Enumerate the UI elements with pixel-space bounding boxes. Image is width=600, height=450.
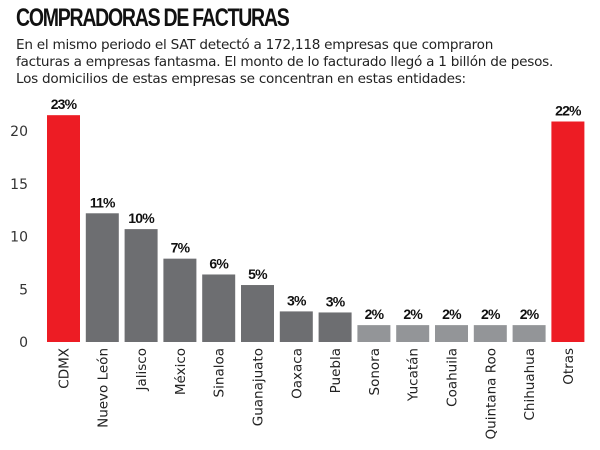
data-label: 3%: [287, 292, 307, 308]
bar: [202, 274, 236, 342]
bar: [163, 258, 197, 342]
bar: [396, 325, 430, 342]
x-tick-label: Jalisco: [134, 348, 150, 391]
x-tick-label: Sonora: [367, 348, 383, 395]
x-tick-label: México: [173, 348, 189, 395]
bar: [47, 115, 80, 342]
x-tick-label: Quintana Roo: [483, 348, 499, 439]
chart-title: COMPRADORAS DE FACTURAS: [16, 4, 290, 32]
data-label: 2%: [442, 306, 462, 322]
x-tick-label: Puebla: [328, 348, 344, 393]
x-tick-label: Chihuahua: [522, 348, 538, 421]
data-label: 10%: [128, 210, 155, 226]
data-label: 3%: [326, 293, 346, 309]
x-tick-label: Nuevo León: [95, 348, 111, 428]
subtitle-line: facturas a empresas fantasma. El monto d…: [16, 54, 554, 70]
data-label: 23%: [51, 96, 78, 112]
data-label: 2%: [403, 306, 423, 322]
x-axis: CDMX Nuevo León Jalisco México Sinaloa Guanaj…: [57, 348, 577, 439]
y-axis: 0 5 10 15 20: [10, 124, 28, 351]
chart-subtitle: En el mismo periodo el SAT detectó a 172…: [16, 37, 596, 88]
bar: [124, 229, 158, 342]
bar: [241, 285, 274, 342]
data-label: 6%: [209, 255, 229, 271]
data-label: 5%: [248, 266, 268, 282]
data-label: 11%: [90, 194, 116, 210]
bar: [357, 325, 391, 342]
bar: [435, 325, 468, 342]
bar: [551, 121, 585, 342]
subtitle-line: Los domicilios de estas empresas se conc…: [16, 71, 466, 87]
y-tick-label: 20: [10, 124, 28, 140]
data-label: 2%: [365, 306, 385, 322]
bar: [512, 325, 546, 342]
data-label: 7%: [171, 240, 191, 256]
x-tick-label: Guanajuato: [251, 348, 267, 426]
x-tick-label: Otras: [561, 348, 577, 385]
data-label: 22%: [555, 103, 582, 119]
data-labels: 23% 11% 10% 7% 6% 5% 3% 3% 2% 2% 2% 2% 2% 22%: [51, 96, 583, 322]
bar: [318, 312, 352, 342]
x-tick-label: CDMX: [57, 348, 73, 389]
data-label: 2%: [481, 306, 501, 322]
data-label: 2%: [520, 306, 540, 322]
x-tick-label: Coahuila: [445, 348, 461, 407]
bar: [85, 213, 119, 342]
subtitle-line: En el mismo periodo el SAT detectó a 172…: [16, 37, 494, 53]
x-tick-label: Sinaloa: [212, 348, 228, 397]
y-tick-label: 15: [10, 177, 28, 193]
y-tick-label: 5: [19, 282, 28, 298]
y-tick-label: 10: [10, 230, 28, 246]
y-tick-label: 0: [19, 335, 28, 351]
x-tick-label: Oaxaca: [289, 348, 305, 399]
x-tick-label: Yucatán: [406, 348, 422, 402]
bar: [473, 325, 507, 342]
bars: [47, 115, 585, 342]
bar: [279, 311, 313, 342]
